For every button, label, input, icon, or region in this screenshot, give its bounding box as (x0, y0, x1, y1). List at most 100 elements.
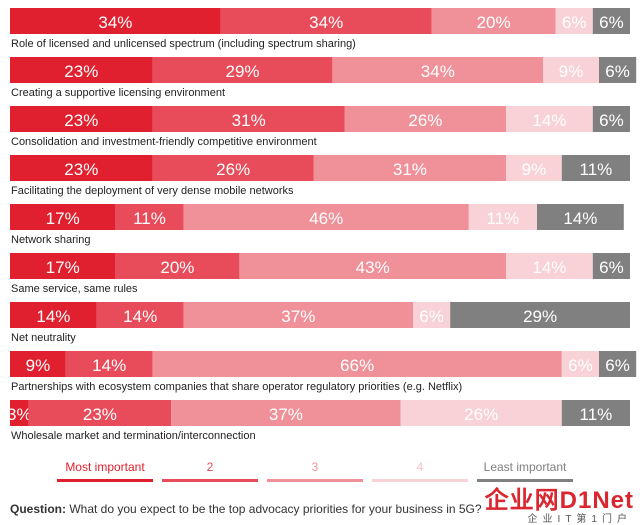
bar-segment (239, 253, 506, 279)
bar-value-label: 3% (7, 405, 32, 424)
question-footnote: Question: What do you expect to be the t… (10, 502, 482, 516)
bar-value-label: 37% (281, 307, 315, 326)
bar-value-label: 34% (98, 13, 132, 32)
category-label: Network sharing (11, 234, 90, 246)
legend-label-4: 4 (416, 460, 424, 474)
bar-segment (344, 106, 506, 132)
bar-value-label: 14% (123, 307, 157, 326)
bar-segment (152, 106, 345, 132)
category-label: Wholesale market and termination/interco… (11, 430, 256, 442)
watermark-sub-text: 企业IT第1门户 (527, 514, 632, 525)
bar-segment (28, 400, 172, 426)
bar-segment (115, 204, 184, 230)
bar-value-label: 6% (568, 356, 593, 375)
stacked-bar-chart: 34% 34% 20% 6% 6% Role of licensed and unlice… (7, 8, 637, 442)
legend-item-3: 3 (260, 458, 370, 482)
legend-swatch-5 (477, 479, 573, 482)
bar-value-label: 14% (92, 356, 126, 375)
bar-value-label: 17% (46, 209, 80, 228)
bar-segment (10, 204, 116, 230)
bar-segment (506, 106, 593, 132)
bar-value-label: 66% (340, 356, 374, 375)
legend-swatch-2 (162, 479, 258, 482)
bar-value-label: 46% (309, 209, 343, 228)
question-text: What do you expect to be the top advocac… (69, 502, 482, 516)
bar-value-label: 9% (559, 62, 584, 81)
bar-value-label: 14% (36, 307, 70, 326)
bar-segment (400, 400, 562, 426)
bar-value-label: 31% (232, 111, 266, 130)
category-label: Creating a supportive licensing environm… (11, 87, 225, 99)
bar-segment (220, 8, 432, 34)
bar-value-label: 29% (225, 62, 259, 81)
bar-segment (431, 8, 556, 34)
bar-value-label: 17% (46, 258, 80, 277)
legend-label-2: 2 (206, 460, 214, 474)
legend-swatch-4 (372, 479, 468, 482)
bar-value-label: 11% (580, 160, 613, 179)
bar-segment (592, 106, 630, 132)
bar-segment (10, 106, 153, 132)
bar-value-label: 26% (216, 160, 250, 179)
legend-item-1: Most important (50, 458, 160, 482)
bar-segment (10, 57, 153, 83)
bar-segment (468, 204, 537, 230)
bar-value-label: 23% (64, 111, 98, 130)
category-label: Facilitating the deployment of very dens… (11, 185, 294, 197)
bar-value-label: 23% (64, 160, 98, 179)
bar-segment (183, 302, 413, 328)
bar-value-label: 20% (477, 13, 511, 32)
bar-segment (561, 351, 599, 377)
bar-value-label: 31% (393, 160, 427, 179)
bar-value-label: 26% (464, 405, 498, 424)
bar-segment (450, 302, 630, 328)
bar-value-label: 14% (532, 111, 566, 130)
bar-segment (506, 253, 593, 279)
bar-segment (561, 400, 630, 426)
bar-segment (543, 57, 599, 83)
bar-segment (115, 253, 240, 279)
bar-segment (555, 8, 593, 34)
legend-item-5: Least important (470, 458, 580, 482)
bar-value-label: 26% (408, 111, 442, 130)
bar-value-label: 9% (522, 160, 547, 179)
bar-segment (599, 57, 637, 83)
bar-value-label: 6% (605, 62, 630, 81)
bar-value-label: 11% (580, 405, 613, 424)
bar-value-label: 11% (133, 209, 166, 228)
bar-value-label: 20% (160, 258, 194, 277)
category-label: Consolidation and investment-friendly co… (11, 136, 317, 148)
bar-segment (10, 400, 29, 426)
bar-segment (537, 204, 624, 230)
bar-value-label: 6% (605, 356, 630, 375)
bar-segment (183, 204, 469, 230)
bar-segment (171, 400, 401, 426)
bar-value-label: 6% (419, 307, 444, 326)
bar-value-label: 9% (26, 356, 51, 375)
bar-segment (65, 351, 153, 377)
bar-segment (152, 351, 562, 377)
bar-value-label: 14% (532, 258, 566, 277)
question-label: Question: (10, 502, 66, 516)
bar-value-label: 14% (563, 209, 597, 228)
legend-item-4: 4 (365, 458, 475, 482)
watermark-logo: 企业网D1Net 企业IT第1门户 (474, 480, 634, 525)
bar-segment (592, 253, 630, 279)
legend-swatch-3 (267, 479, 363, 482)
bar-segment (313, 155, 506, 181)
category-label: Partnerships with ecosystem companies th… (11, 381, 462, 393)
bar-segment (96, 302, 184, 328)
legend-swatch-1 (57, 479, 153, 482)
bar-segment (332, 57, 544, 83)
bar-segment (10, 155, 153, 181)
bar-segment (152, 57, 333, 83)
legend-item-2: 2 (155, 458, 265, 482)
bar-segment (10, 253, 116, 279)
bar-value-label: 37% (269, 405, 303, 424)
bar-value-label: 34% (421, 62, 455, 81)
bar-segment (10, 302, 97, 328)
bar-segment (152, 155, 314, 181)
legend-label-1: Most important (65, 460, 145, 474)
bar-segment (10, 8, 221, 34)
bar-segment (561, 155, 630, 181)
